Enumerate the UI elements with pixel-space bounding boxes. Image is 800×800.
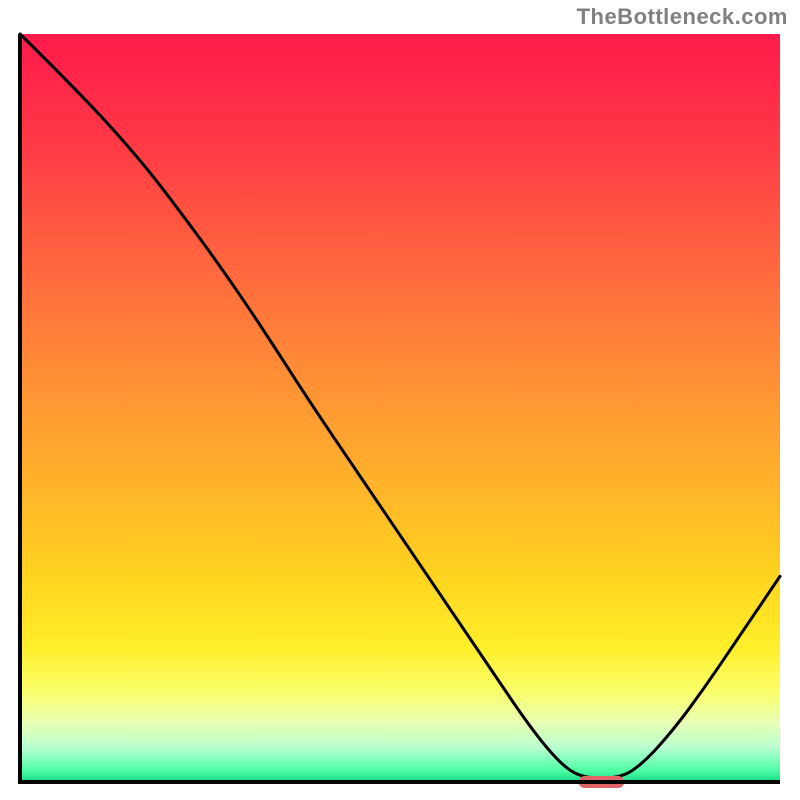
gradient-background [20,34,780,782]
bottleneck-chart [0,0,800,800]
watermark-text: TheBottleneck.com [577,4,788,30]
figure-container: TheBottleneck.com [0,0,800,800]
plot-area [18,34,780,788]
